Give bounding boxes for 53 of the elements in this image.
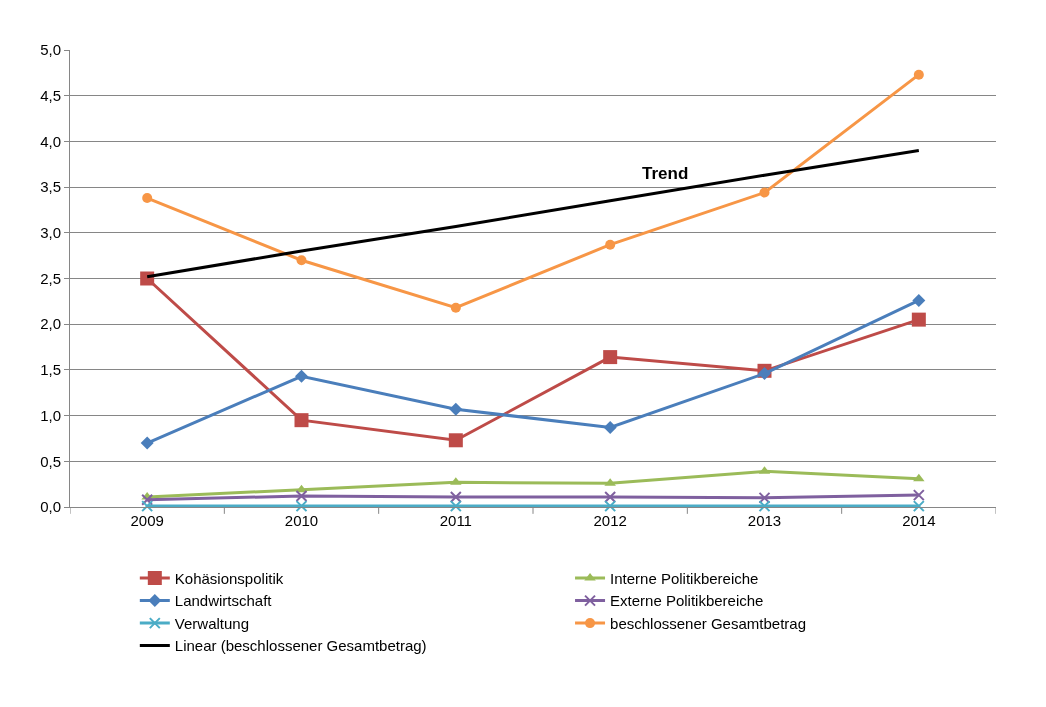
point (913, 69, 924, 80)
annotation: Trend (642, 164, 689, 183)
y-tick-label: 3,0 (40, 224, 61, 242)
point (911, 312, 926, 327)
x-tick-label: 2010 (284, 512, 319, 529)
point (449, 500, 462, 513)
point (295, 369, 308, 383)
y-tick-label: 4,5 (40, 86, 61, 104)
point (912, 500, 925, 513)
point (450, 302, 461, 313)
legend-label: Landwirtschaft (174, 592, 273, 610)
point (603, 350, 618, 365)
legend-label: Interne Politikbereiche (610, 569, 759, 587)
y-tick-label: 1,0 (40, 406, 61, 424)
point (604, 490, 617, 503)
point (759, 187, 770, 198)
x-tick-label: 2009 (130, 512, 164, 529)
x-tick-label: 2012 (593, 512, 627, 529)
y-tick-label: 2,0 (40, 315, 61, 333)
y-tick-label: 4,0 (40, 132, 61, 150)
point (605, 239, 616, 250)
point (296, 255, 307, 266)
y-tick-label: 0,0 (40, 498, 61, 516)
legend-label: Kohäsionspolitik (174, 569, 284, 587)
point (603, 420, 617, 434)
point (449, 490, 462, 503)
x-tick-label: 2014 (902, 512, 936, 529)
point (295, 500, 308, 513)
point (449, 402, 463, 416)
legend-label: Linear (beschlossener Gesamtbetrag) (174, 637, 427, 655)
point (141, 493, 154, 506)
point (604, 500, 617, 513)
point (294, 413, 309, 428)
legend-label: Externe Politikbereiche (610, 592, 764, 610)
point (758, 491, 771, 504)
y-tick-label: 3,5 (40, 178, 61, 196)
point (141, 500, 154, 513)
point (758, 367, 771, 381)
point (448, 433, 463, 448)
y-tick-label: 1,5 (40, 361, 61, 379)
point (758, 500, 771, 513)
y-tick-label: 5,0 (40, 41, 61, 59)
point (912, 489, 925, 502)
x-tick-label: 2011 (439, 512, 472, 529)
y-tick-label: 2,5 (40, 269, 61, 287)
legend-label: Verwaltung (174, 614, 250, 632)
x-tick-label: 2013 (747, 512, 782, 529)
legend-label: beschlossener Gesamtbetrag (610, 614, 806, 632)
point (912, 293, 926, 307)
point (140, 436, 154, 450)
y-tick-label: 0,5 (40, 452, 61, 470)
point (142, 193, 153, 204)
point (913, 473, 925, 482)
